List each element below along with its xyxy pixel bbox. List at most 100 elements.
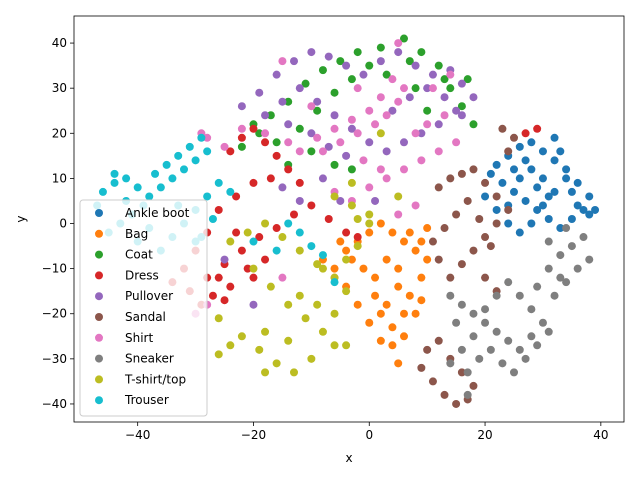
data-point — [313, 260, 322, 269]
data-point — [469, 381, 478, 390]
data-point — [457, 345, 466, 354]
x-tick-label: 0 — [365, 428, 373, 442]
data-point — [533, 341, 542, 350]
data-point — [261, 129, 270, 138]
data-point — [533, 183, 542, 192]
data-point — [261, 255, 270, 264]
data-point — [434, 147, 443, 156]
data-point — [255, 129, 264, 138]
data-point — [457, 111, 466, 120]
data-point — [295, 178, 304, 187]
data-point — [434, 255, 443, 264]
data-point — [249, 300, 258, 309]
x-tick-label: 20 — [477, 428, 492, 442]
data-point — [382, 70, 391, 79]
data-point — [278, 183, 287, 192]
data-point — [527, 138, 536, 147]
data-point — [481, 192, 490, 201]
data-point — [388, 75, 397, 84]
data-point — [237, 332, 246, 341]
data-point — [463, 390, 472, 399]
data-point — [556, 251, 565, 260]
data-point — [174, 151, 183, 160]
data-point — [342, 255, 351, 264]
data-point — [226, 147, 235, 156]
data-point — [544, 327, 553, 336]
data-point — [382, 174, 391, 183]
data-point — [434, 183, 443, 192]
data-point — [226, 237, 235, 246]
data-point — [301, 79, 310, 88]
data-point — [98, 187, 107, 196]
legend-label: T-shirt/top — [124, 372, 186, 386]
data-point — [405, 228, 414, 237]
data-point — [110, 169, 119, 178]
data-point — [203, 192, 212, 201]
data-point — [237, 124, 246, 133]
data-point — [544, 237, 553, 246]
data-point — [307, 129, 316, 138]
data-point — [214, 178, 223, 187]
data-point — [197, 133, 206, 142]
data-point — [411, 129, 420, 138]
data-point — [428, 70, 437, 79]
data-point — [417, 363, 426, 372]
data-point — [272, 224, 281, 233]
data-point — [353, 129, 362, 138]
data-point — [272, 70, 281, 79]
data-point — [440, 75, 449, 84]
data-point — [382, 147, 391, 156]
data-point — [284, 336, 293, 345]
data-point — [336, 237, 345, 246]
data-point — [220, 296, 229, 305]
data-point — [492, 219, 501, 228]
data-point — [313, 97, 322, 106]
data-point — [237, 102, 246, 111]
points-layer — [93, 34, 600, 408]
data-point — [261, 111, 270, 120]
data-point — [261, 138, 270, 147]
data-point — [376, 165, 385, 174]
data-point — [307, 242, 316, 251]
data-point — [359, 156, 368, 165]
y-tick-label: 20 — [52, 126, 67, 140]
data-point — [243, 264, 252, 273]
data-point — [353, 48, 362, 57]
data-point — [336, 57, 345, 66]
data-point — [394, 97, 403, 106]
data-point — [342, 341, 351, 350]
data-point — [295, 196, 304, 205]
data-point — [376, 219, 385, 228]
data-point — [313, 300, 322, 309]
data-point — [567, 215, 576, 223]
data-point — [249, 237, 258, 246]
data-point — [307, 354, 316, 363]
data-point — [544, 215, 553, 223]
data-point — [446, 70, 455, 79]
data-point — [208, 215, 217, 223]
data-point — [307, 48, 316, 57]
data-point — [284, 165, 293, 174]
data-point — [162, 160, 171, 169]
data-point — [440, 93, 449, 102]
data-point — [394, 264, 403, 273]
data-point — [191, 156, 200, 165]
data-point — [382, 111, 391, 120]
series-2 — [237, 34, 478, 174]
data-point — [376, 309, 385, 318]
y-tick-label: 10 — [52, 171, 67, 185]
data-point — [411, 84, 420, 93]
legend-marker — [95, 313, 103, 321]
data-point — [400, 34, 408, 43]
data-point — [469, 332, 478, 341]
data-point — [261, 327, 270, 336]
data-point — [347, 255, 356, 264]
data-point — [400, 309, 408, 318]
data-point — [371, 291, 380, 300]
data-point — [284, 120, 293, 129]
data-point — [504, 205, 513, 214]
data-point — [573, 178, 582, 187]
data-point — [417, 237, 426, 246]
data-point — [457, 300, 466, 309]
